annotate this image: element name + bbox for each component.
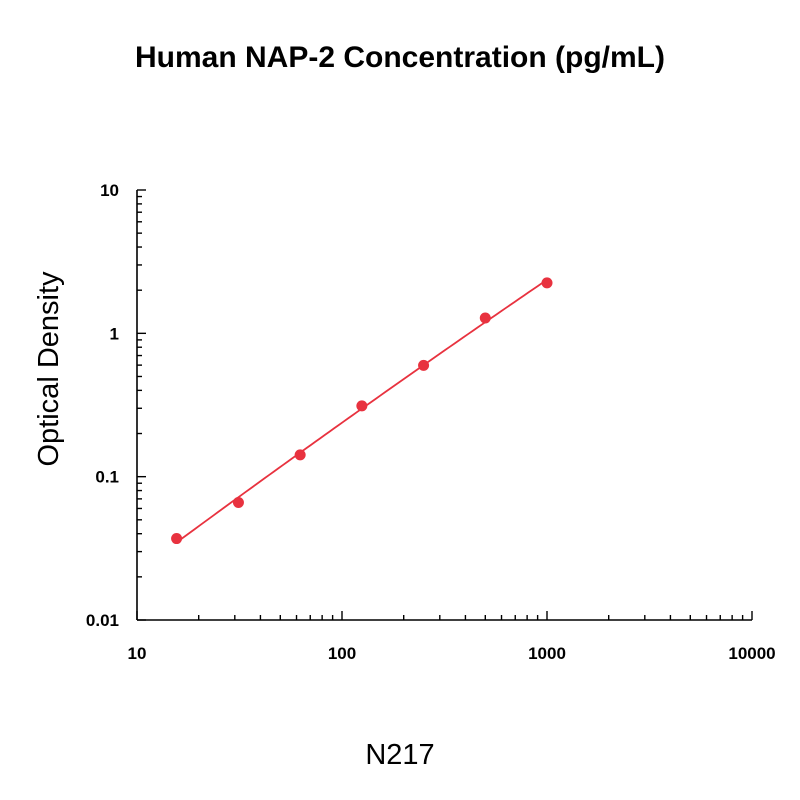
data-point: [541, 277, 553, 289]
x-tick-label: 10: [128, 644, 147, 663]
data-point: [294, 449, 306, 461]
axis-ticks: [136, 189, 753, 621]
x-tick-label: 100: [328, 644, 356, 663]
x-tick-label: 1000: [528, 644, 566, 663]
data-point: [479, 312, 491, 324]
x-tick-label: 10000: [728, 644, 775, 663]
y-tick-label: 0.1: [95, 468, 119, 487]
data-point: [171, 533, 183, 545]
data-points-layer: [171, 277, 553, 545]
y-tick-label: 10: [100, 181, 119, 200]
data-point: [356, 400, 368, 412]
data-point: [418, 359, 430, 371]
chart-title: Human NAP-2 Concentration (pg/mL): [135, 41, 665, 74]
axis-tick-labels: 10 100 1000 10000 0.01 0.1 1 10: [86, 181, 776, 663]
y-axis-label: Optical Density: [33, 271, 65, 467]
chart-caption: N217: [365, 739, 434, 771]
y-tick-label: 1: [110, 324, 119, 343]
y-tick-label: 0.01: [86, 611, 119, 630]
data-point: [232, 497, 244, 509]
